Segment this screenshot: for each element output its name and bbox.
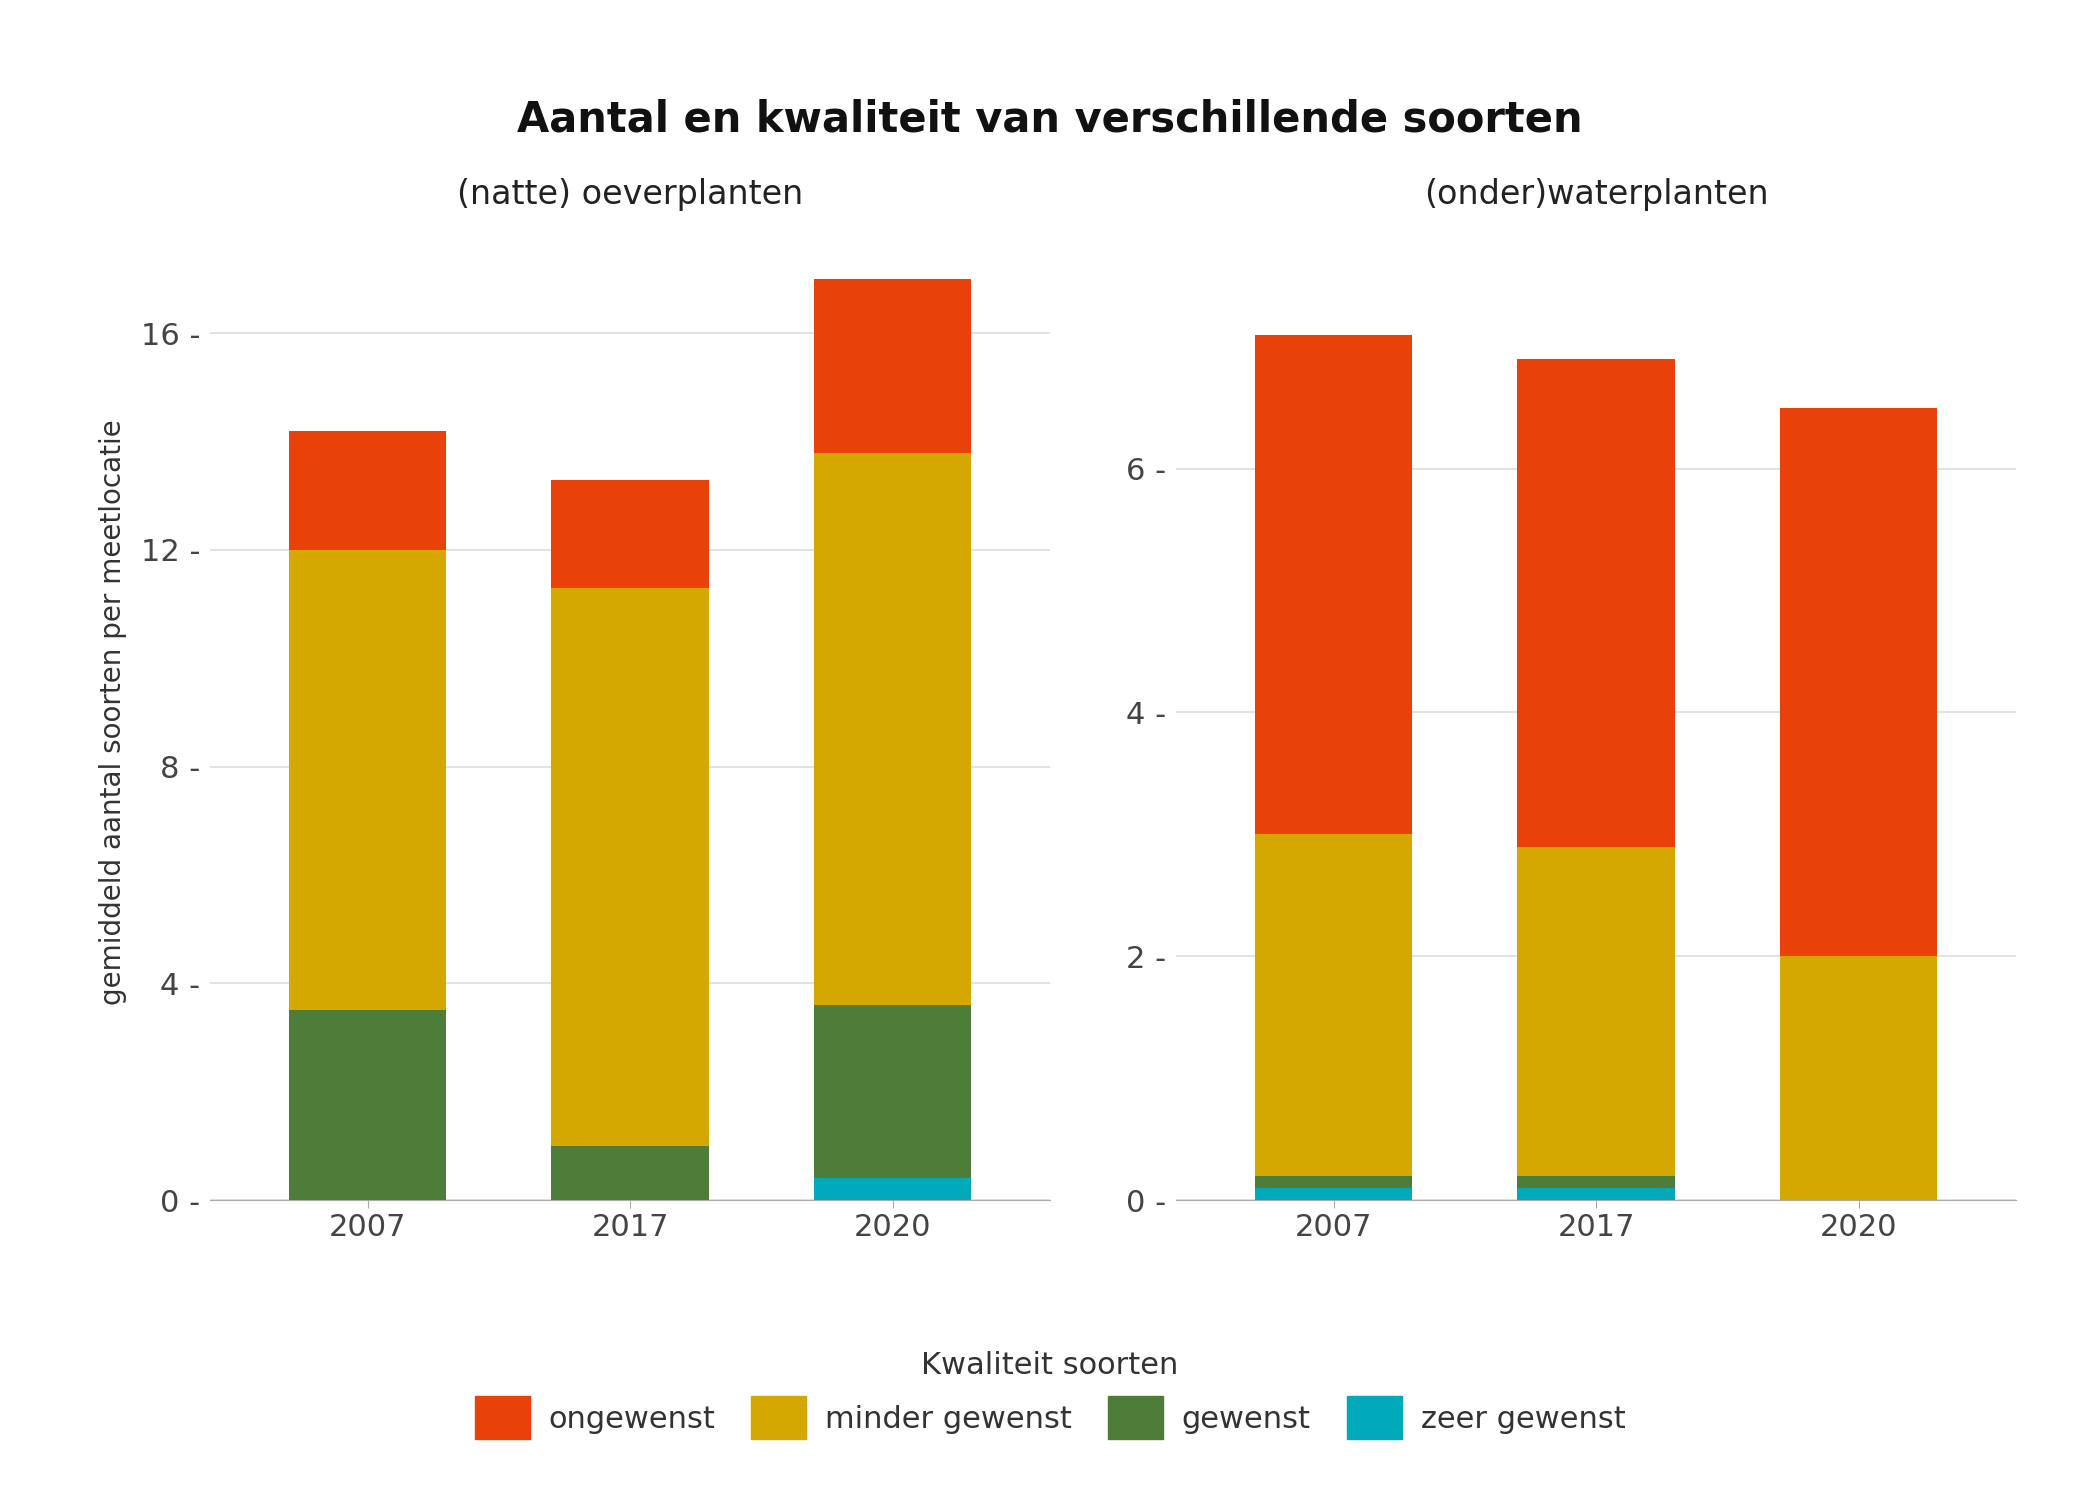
Bar (1516, 1176, 1676, 1188)
Bar (815, 1005, 970, 1179)
Bar (550, 1146, 710, 1200)
Y-axis label: gemiddeld aantal soorten per meetlocatie: gemiddeld aantal soorten per meetlocatie (99, 420, 126, 1005)
Bar (1256, 1188, 1411, 1200)
Text: Aantal en kwaliteit van verschillende soorten: Aantal en kwaliteit van verschillende so… (517, 99, 1583, 141)
Bar (290, 430, 445, 550)
Legend: ongewenst, minder gewenst, gewenst, zeer gewenst: ongewenst, minder gewenst, gewenst, zeer… (460, 1336, 1640, 1455)
Title: (natte) oeverplanten: (natte) oeverplanten (458, 178, 802, 212)
Bar (1516, 358, 1676, 846)
Bar (290, 1011, 445, 1200)
Bar (815, 453, 970, 1005)
Bar (290, 550, 445, 1011)
Bar (1256, 1176, 1411, 1188)
Bar (550, 588, 710, 1146)
Bar (1516, 846, 1676, 1176)
Bar (550, 480, 710, 588)
Bar (1781, 957, 1936, 1200)
Bar (815, 279, 970, 453)
Bar (1256, 334, 1411, 834)
Bar (1256, 834, 1411, 1176)
Bar (1781, 408, 1936, 957)
Bar (1516, 1188, 1676, 1200)
Bar (815, 1179, 970, 1200)
Title: (onder)waterplanten: (onder)waterplanten (1424, 178, 1768, 212)
